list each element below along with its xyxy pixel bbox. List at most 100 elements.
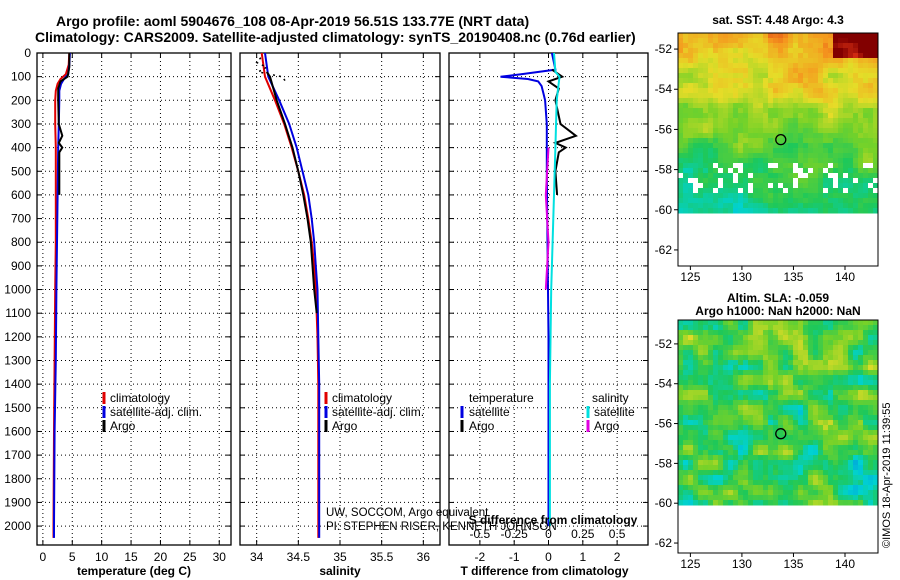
- map-cell: [783, 208, 789, 214]
- map-cell: [798, 143, 804, 149]
- map-cell: [853, 325, 859, 331]
- map-cell: [813, 350, 819, 356]
- map-cell: [748, 133, 754, 139]
- map-cell: [748, 198, 754, 204]
- map-cell: [768, 33, 774, 39]
- map-cell: [753, 58, 759, 64]
- map-cell: [693, 490, 699, 496]
- map-cell: [703, 93, 709, 99]
- map-cell: [773, 63, 779, 69]
- map-cell: [748, 395, 754, 401]
- map-cell: [868, 480, 874, 486]
- map-cell: [818, 208, 824, 214]
- map-cell: [843, 138, 849, 144]
- map-cell: [758, 168, 764, 174]
- map-cell: [678, 370, 684, 376]
- map-cell: [823, 445, 829, 451]
- map-cell: [703, 440, 709, 446]
- map-cell: [718, 123, 724, 129]
- map-cell: [718, 350, 724, 356]
- map-cell: [838, 73, 844, 79]
- map-cell: [838, 370, 844, 376]
- map-cell: [738, 455, 744, 461]
- map-cell: [843, 118, 849, 124]
- map-cell: [778, 163, 784, 169]
- map-cell: [808, 123, 814, 129]
- map-cell: [753, 193, 759, 199]
- map-cell: [678, 178, 684, 184]
- map-cell: [753, 320, 759, 326]
- map-cell: [713, 178, 719, 184]
- map-cell: [818, 405, 824, 411]
- map-cell: [703, 350, 709, 356]
- map-cell: [693, 48, 699, 54]
- map-cell: [803, 380, 809, 386]
- map-cell: [763, 415, 769, 421]
- map-cell: [728, 320, 734, 326]
- map-cell: [813, 455, 819, 461]
- map-cell: [698, 88, 704, 94]
- map-cell: [818, 98, 824, 104]
- map-cell: [708, 168, 714, 174]
- map-cell: [813, 123, 819, 129]
- map-cell: [738, 365, 744, 371]
- map-cell: [713, 450, 719, 456]
- map-cell: [778, 183, 784, 189]
- map-cell: [818, 445, 824, 451]
- map-cell: [803, 158, 809, 164]
- map-cell: [853, 335, 859, 341]
- map-cell: [713, 98, 719, 104]
- map-cell: [723, 500, 729, 506]
- map-cell: [838, 340, 844, 346]
- sst-map: [674, 32, 879, 270]
- map-cell: [803, 33, 809, 39]
- map-cell: [843, 410, 849, 416]
- map-cell: [708, 38, 714, 44]
- map-cell: [768, 138, 774, 144]
- map-cell: [678, 340, 684, 346]
- map-cell: [818, 360, 824, 366]
- y-tick-label: 600: [11, 188, 31, 202]
- map-cell: [833, 345, 839, 351]
- map-cell: [713, 345, 719, 351]
- map-cell: [838, 320, 844, 326]
- map-cell: [763, 173, 769, 179]
- map-cell: [678, 193, 684, 199]
- argo-location-marker: [775, 134, 787, 146]
- map-cell: [788, 480, 794, 486]
- map-cell: [768, 455, 774, 461]
- map-cell: [693, 123, 699, 129]
- map-cell: [803, 365, 809, 371]
- map-cell: [743, 143, 749, 149]
- map-cell: [853, 470, 859, 476]
- map-cell: [868, 178, 874, 184]
- map-cell: [688, 163, 694, 169]
- map-cell: [823, 380, 829, 386]
- map-cell: [873, 38, 879, 44]
- map-cell: [873, 380, 879, 386]
- map-cell: [768, 445, 774, 451]
- map-cell: [763, 420, 769, 426]
- map-cell: [743, 345, 749, 351]
- map-cell: [863, 108, 869, 114]
- map-cell: [713, 58, 719, 64]
- map-cell: [753, 158, 759, 164]
- map-cell: [808, 335, 814, 341]
- map-cell: [833, 93, 839, 99]
- map-cell: [783, 365, 789, 371]
- map-cell: [823, 390, 829, 396]
- map-cell: [853, 38, 859, 44]
- map-cell: [798, 420, 804, 426]
- map-cell: [693, 410, 699, 416]
- map-cell: [858, 390, 864, 396]
- map-cell: [708, 173, 714, 179]
- map-cell: [713, 405, 719, 411]
- map-cell: [763, 405, 769, 411]
- map-cell: [763, 445, 769, 451]
- map-cell: [813, 430, 819, 436]
- map-cell: [703, 335, 709, 341]
- map-cell: [853, 450, 859, 456]
- map-cell: [768, 440, 774, 446]
- map-cell: [733, 325, 739, 331]
- map-cell: [783, 43, 789, 49]
